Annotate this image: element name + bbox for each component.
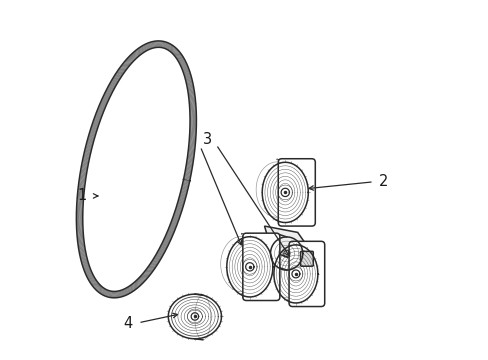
- FancyBboxPatch shape: [300, 251, 313, 266]
- Text: 1: 1: [78, 188, 86, 203]
- FancyBboxPatch shape: [243, 233, 279, 301]
- Text: 3: 3: [203, 132, 211, 147]
- Polygon shape: [242, 234, 249, 297]
- Polygon shape: [287, 242, 295, 303]
- Text: 2: 2: [378, 174, 388, 189]
- FancyBboxPatch shape: [278, 159, 315, 226]
- FancyBboxPatch shape: [288, 241, 324, 306]
- Polygon shape: [277, 159, 285, 222]
- Polygon shape: [264, 226, 312, 264]
- Text: 4: 4: [123, 316, 133, 331]
